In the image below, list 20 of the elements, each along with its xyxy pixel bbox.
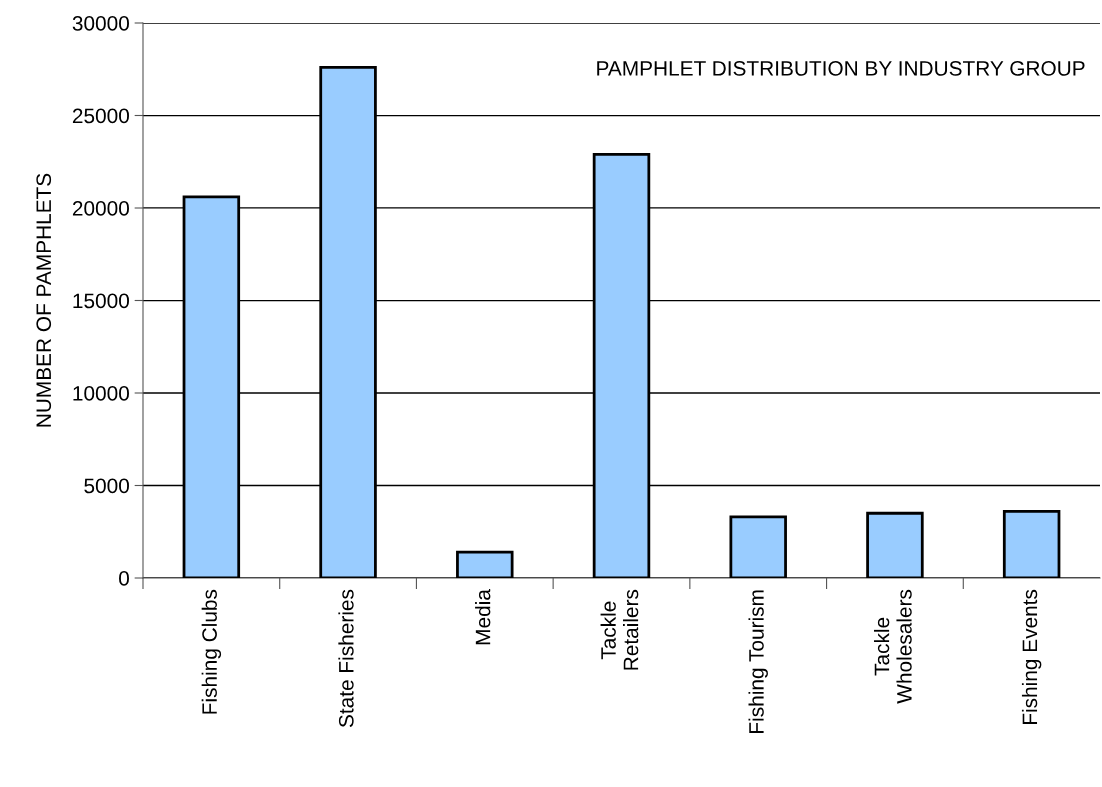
bar xyxy=(729,515,787,578)
y-tick-label: 0 xyxy=(119,571,129,586)
y-tick-label: 10000 xyxy=(73,386,129,401)
bar xyxy=(866,511,924,578)
y-tick-label: 20000 xyxy=(72,201,129,216)
bar xyxy=(1002,510,1061,578)
text: PAMPHLET DISTRIBUTION BY INDUSTRY GROUP xyxy=(597,61,1085,76)
y-tick-label: 5000 xyxy=(84,478,129,494)
y-tick-label: 25000 xyxy=(72,108,129,124)
x-tick-label: Media xyxy=(475,589,491,645)
x-tick-label: Fishing Clubs xyxy=(201,589,222,714)
x-tick-label: Fishing Events xyxy=(1021,589,1042,725)
x-tick-label: State Fisheries xyxy=(338,589,354,728)
y-tick-label: 15000 xyxy=(73,293,129,309)
x-tick-label: Fishing Tourism xyxy=(748,590,768,733)
y-tick-label: 30000 xyxy=(72,16,129,31)
bar xyxy=(456,550,514,578)
x-tick-label: Tackle Retailers xyxy=(600,589,639,670)
y-axis-title: NUMBER OF PAMPHLETS xyxy=(36,173,52,427)
x-tick-label: Tackle Wholesalers xyxy=(874,589,912,704)
